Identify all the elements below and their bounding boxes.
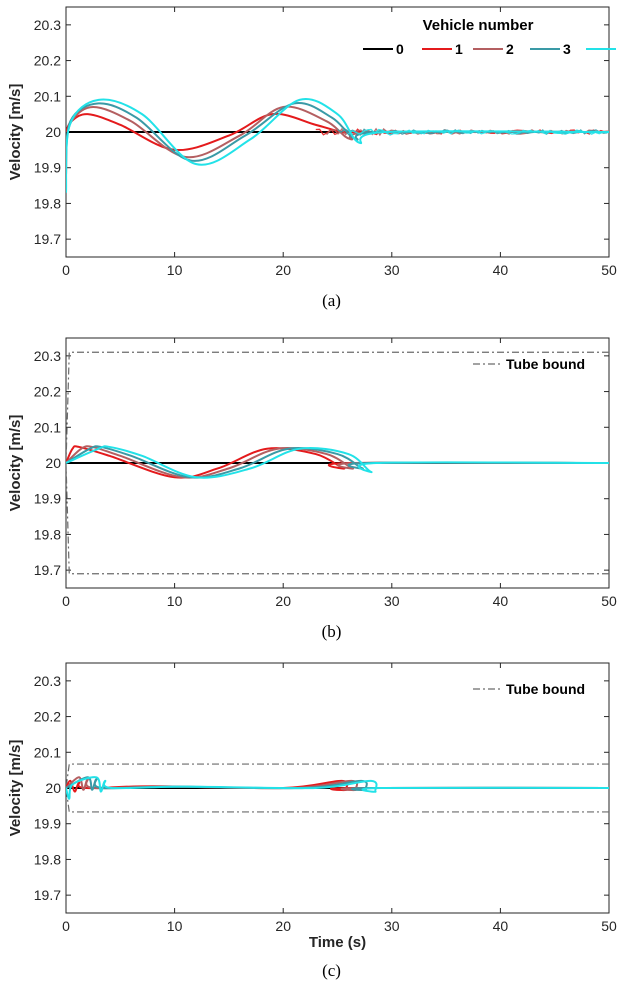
legend-label-tube-bound: Tube bound xyxy=(506,356,585,372)
panel-caption: (a) xyxy=(322,291,341,310)
panel-caption: (b) xyxy=(322,622,342,641)
x-tick-label: 50 xyxy=(601,918,617,934)
y-tick-label: 20 xyxy=(45,455,61,471)
chart-panel-1: 0 10 20 30 40 5019.719.819.92020.120.220.3Vel… xyxy=(7,6,617,310)
y-tick-label: 19.8 xyxy=(34,851,61,867)
legend-label-0: 0 xyxy=(396,41,404,57)
y-axis-label: Velocity [m/s] xyxy=(7,740,24,837)
tube-bound-lower xyxy=(66,787,609,813)
y-tick-label: 19.9 xyxy=(34,816,61,832)
series-line-4 xyxy=(66,97,609,193)
x-tick-label: 50 xyxy=(601,593,617,609)
x-tick-label: 10 xyxy=(167,262,183,278)
legend-label-2: 2 xyxy=(506,41,514,57)
x-tick-label: 10 xyxy=(167,593,183,609)
x-axis-label: Time (s) xyxy=(309,934,366,951)
x-tick-label: 0 xyxy=(62,262,70,278)
panel-caption: (c) xyxy=(322,961,341,980)
x-tick-label: 30 xyxy=(384,262,400,278)
x-tick-label: 0 xyxy=(62,918,70,934)
y-axis-label: Velocity [m/s] xyxy=(7,415,24,512)
plot-area xyxy=(66,763,609,813)
y-tick-label: 19.7 xyxy=(34,231,61,247)
chart-panel-2: 0 10 20 30 40 50 19.7 19.8 19.9 20 20.1 20.2 20.3 Vel… xyxy=(7,337,617,641)
y-tick-label: 20.2 xyxy=(34,709,61,725)
legend-label-tube-bound: Tube bound xyxy=(506,681,585,697)
y-tick-label: 20.1 xyxy=(34,88,61,104)
plot-area xyxy=(66,351,609,575)
y-tick-label: 20.1 xyxy=(34,744,61,760)
y-tick-label: 20 xyxy=(45,124,61,140)
y-tick-label: 20.1 xyxy=(34,419,61,435)
x-tick-label: 30 xyxy=(384,918,400,934)
legend-title: Vehicle number xyxy=(423,17,534,34)
y-tick-label: 20.2 xyxy=(34,384,61,400)
y-tick-label: 20.2 xyxy=(34,53,61,69)
x-tick-label: 10 xyxy=(167,918,183,934)
tube-bound-upper xyxy=(66,763,609,789)
x-tick-label: 50 xyxy=(601,262,617,278)
series-line-4 xyxy=(66,776,609,800)
series-noise-4 xyxy=(347,128,607,136)
x-tick-label: 20 xyxy=(275,918,291,934)
series-line-4 xyxy=(66,445,609,479)
x-tick-label: 20 xyxy=(275,593,291,609)
y-tick-label: 19.7 xyxy=(34,887,61,903)
y-tick-label: 20.3 xyxy=(34,348,61,364)
y-tick-label: 19.7 xyxy=(34,562,61,578)
y-tick-label: 20.3 xyxy=(34,17,61,33)
legend-label-1: 1 xyxy=(455,41,463,57)
x-tick-label: 20 xyxy=(275,262,291,278)
y-tick-label: 20 xyxy=(45,780,61,796)
x-tick-label: 40 xyxy=(493,262,509,278)
plot-area xyxy=(66,97,609,193)
y-tick-label: 20.3 xyxy=(34,673,61,689)
x-tick-label: 40 xyxy=(493,918,509,934)
y-tick-label: 19.8 xyxy=(34,195,61,211)
y-tick-label: 19.9 xyxy=(34,491,61,507)
y-tick-label: 19.9 xyxy=(34,160,61,176)
x-tick-label: 0 xyxy=(62,593,70,609)
y-axis-label: Velocity [m/s] xyxy=(7,84,24,181)
x-tick-label: 30 xyxy=(384,593,400,609)
x-tick-label: 40 xyxy=(493,593,509,609)
chart-panel-3: 0 10 20 30 40 50 19.7 19.8 19.9 20 20.1 20.2 20.3 Vel… xyxy=(7,662,617,980)
y-tick-label: 19.8 xyxy=(34,526,61,542)
legend-label-3: 3 xyxy=(563,41,571,57)
tube-bound-lower xyxy=(66,462,609,575)
